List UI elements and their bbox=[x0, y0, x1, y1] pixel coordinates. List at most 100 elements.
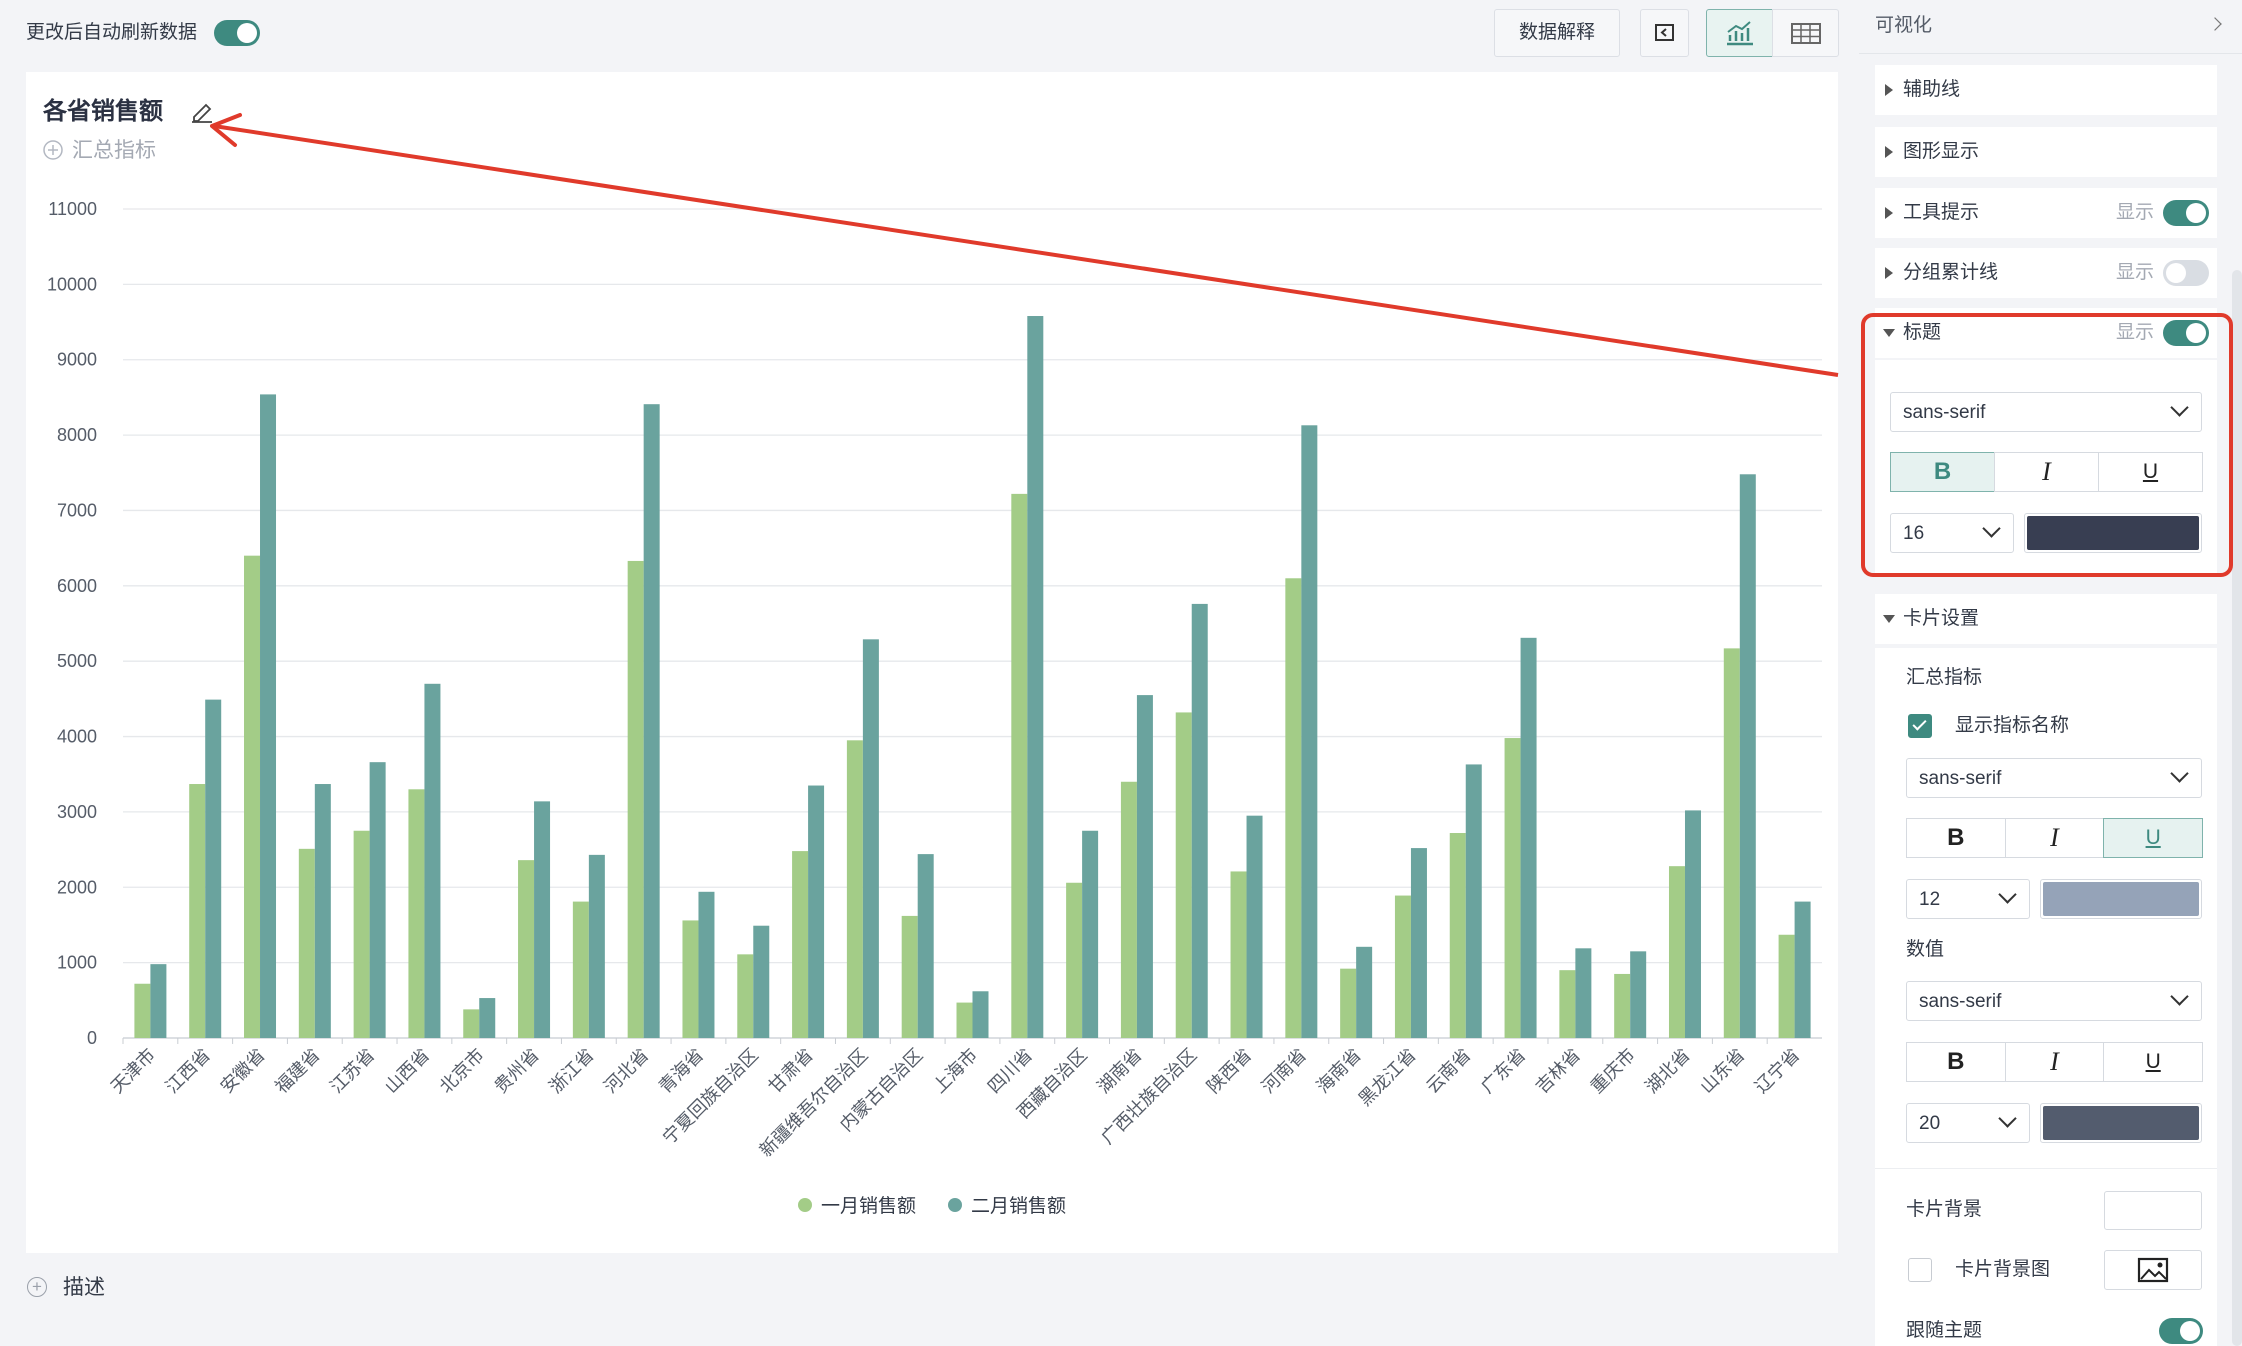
card-settings-row[interactable] bbox=[1875, 594, 2217, 644]
explain-button[interactable]: 数据解释 bbox=[1494, 9, 1620, 57]
bar bbox=[808, 785, 825, 1038]
select-value: 12 bbox=[1919, 889, 1941, 910]
background-color-box[interactable] bbox=[2104, 1191, 2202, 1230]
x-tick-label: 河北省 bbox=[600, 1045, 652, 1097]
bar bbox=[572, 901, 589, 1038]
x-tick-label: 海南省 bbox=[1313, 1045, 1365, 1097]
toggle[interactable] bbox=[2159, 1318, 2203, 1344]
edit-icon bbox=[192, 103, 212, 123]
bar bbox=[1794, 901, 1811, 1038]
scrollbar-track bbox=[2232, 270, 2242, 1346]
section-row[interactable] bbox=[1875, 188, 2217, 238]
style-button[interactable]: B bbox=[1906, 1042, 2006, 1082]
y-tick-label: 11000 bbox=[48, 199, 97, 219]
color-swatch-fill bbox=[2027, 516, 2199, 550]
style-button[interactable]: I bbox=[2004, 1042, 2105, 1082]
bar bbox=[1520, 637, 1537, 1038]
bar bbox=[479, 998, 496, 1038]
bar bbox=[956, 1002, 973, 1038]
toggle[interactable] bbox=[2163, 200, 2209, 226]
style-button[interactable]: I bbox=[2004, 818, 2105, 858]
code-button[interactable] bbox=[1640, 9, 1689, 57]
style-button[interactable]: U bbox=[2103, 818, 2203, 858]
select[interactable]: sans-serif bbox=[1890, 392, 2202, 432]
bar bbox=[1027, 316, 1044, 1038]
x-tick-label: 云南省 bbox=[1422, 1045, 1474, 1097]
section-status: 显示 bbox=[2116, 202, 2155, 223]
background-image-picker[interactable] bbox=[2104, 1250, 2202, 1290]
x-tick-label: 上海市 bbox=[929, 1045, 981, 1097]
section-row[interactable] bbox=[1875, 65, 2217, 115]
y-tick-label: 6000 bbox=[57, 576, 97, 596]
color-swatch-fill bbox=[2043, 882, 2199, 916]
toggle[interactable] bbox=[2163, 320, 2209, 346]
bar bbox=[1082, 830, 1099, 1038]
bar bbox=[1285, 578, 1302, 1038]
toggle-knob bbox=[237, 23, 257, 43]
section-row[interactable] bbox=[1875, 127, 2217, 177]
select[interactable]: 16 bbox=[1890, 513, 2014, 553]
bar bbox=[1191, 603, 1208, 1038]
bar bbox=[1449, 833, 1466, 1038]
y-tick-label: 8000 bbox=[57, 425, 97, 445]
x-tick-label: 陕西省 bbox=[1203, 1045, 1255, 1097]
bar bbox=[862, 639, 879, 1038]
x-tick-label: 宁夏回族自治区 bbox=[659, 1045, 762, 1148]
description-add-icon[interactable]: + bbox=[27, 1277, 47, 1297]
x-tick-label: 广东省 bbox=[1477, 1045, 1529, 1097]
style-button[interactable]: U bbox=[2103, 1042, 2203, 1082]
bar bbox=[1723, 648, 1740, 1038]
y-tick-label: 0 bbox=[87, 1028, 97, 1048]
bar bbox=[205, 699, 222, 1038]
bar bbox=[260, 394, 277, 1038]
x-tick-label: 广西壮族自治区 bbox=[1097, 1045, 1200, 1148]
bar bbox=[972, 991, 989, 1038]
bar bbox=[1630, 951, 1647, 1038]
bar bbox=[1684, 810, 1701, 1038]
chart-card: 各省销售额 汇总指标 0 1000 2000 3000 4000 5000 6000 7000 80… bbox=[26, 72, 1838, 1253]
select-arrow bbox=[2170, 764, 2189, 783]
x-tick-label: 吉林省 bbox=[1532, 1045, 1584, 1097]
select-value: 20 bbox=[1919, 1113, 1941, 1134]
style-button[interactable]: I bbox=[1994, 452, 2099, 492]
bar bbox=[1175, 712, 1192, 1038]
table-view-button[interactable] bbox=[1772, 9, 1839, 57]
checkbox[interactable] bbox=[1908, 1258, 1932, 1282]
section-row[interactable] bbox=[1875, 248, 2217, 298]
bar bbox=[1246, 815, 1263, 1038]
style-button[interactable]: U bbox=[2098, 452, 2203, 492]
chart-view-button[interactable] bbox=[1706, 9, 1773, 57]
x-tick-label: 四川省 bbox=[984, 1045, 1036, 1097]
select-arrow bbox=[2170, 987, 2189, 1006]
select[interactable]: 20 bbox=[1906, 1103, 2030, 1143]
section-caret bbox=[1883, 329, 1895, 337]
checkmark bbox=[1912, 716, 1927, 731]
style-button[interactable]: B bbox=[1906, 818, 2006, 858]
select-value: 16 bbox=[1903, 523, 1925, 544]
chart-title: 各省销售额 bbox=[42, 97, 163, 125]
checkbox-label: 卡片背景图 bbox=[1955, 1259, 2051, 1280]
checkbox[interactable] bbox=[1908, 714, 1932, 738]
section-caret bbox=[1883, 615, 1895, 623]
bar bbox=[1394, 895, 1411, 1038]
toggle[interactable] bbox=[2163, 260, 2209, 286]
select[interactable]: sans-serif bbox=[1906, 758, 2202, 798]
y-tick-label: 4000 bbox=[57, 727, 97, 747]
add-icon-plus bbox=[48, 145, 58, 155]
toggle-knob bbox=[2186, 203, 2206, 223]
select[interactable]: 12 bbox=[1906, 879, 2030, 919]
bar bbox=[1011, 493, 1028, 1039]
bar bbox=[1668, 866, 1685, 1038]
bar bbox=[682, 920, 699, 1038]
setting-label: 卡片背景 bbox=[1906, 1199, 1983, 1220]
select[interactable]: sans-serif bbox=[1906, 981, 2202, 1021]
x-tick-label: 天津市 bbox=[107, 1045, 159, 1097]
bar bbox=[737, 954, 754, 1038]
section-label: 分组累计线 bbox=[1903, 262, 1999, 283]
x-tick-label: 山西省 bbox=[381, 1045, 433, 1097]
bar bbox=[1739, 474, 1756, 1038]
y-tick-label: 3000 bbox=[57, 802, 97, 822]
section-caret bbox=[1885, 146, 1893, 158]
toggle[interactable] bbox=[214, 20, 260, 46]
style-button[interactable]: B bbox=[1890, 452, 1995, 492]
